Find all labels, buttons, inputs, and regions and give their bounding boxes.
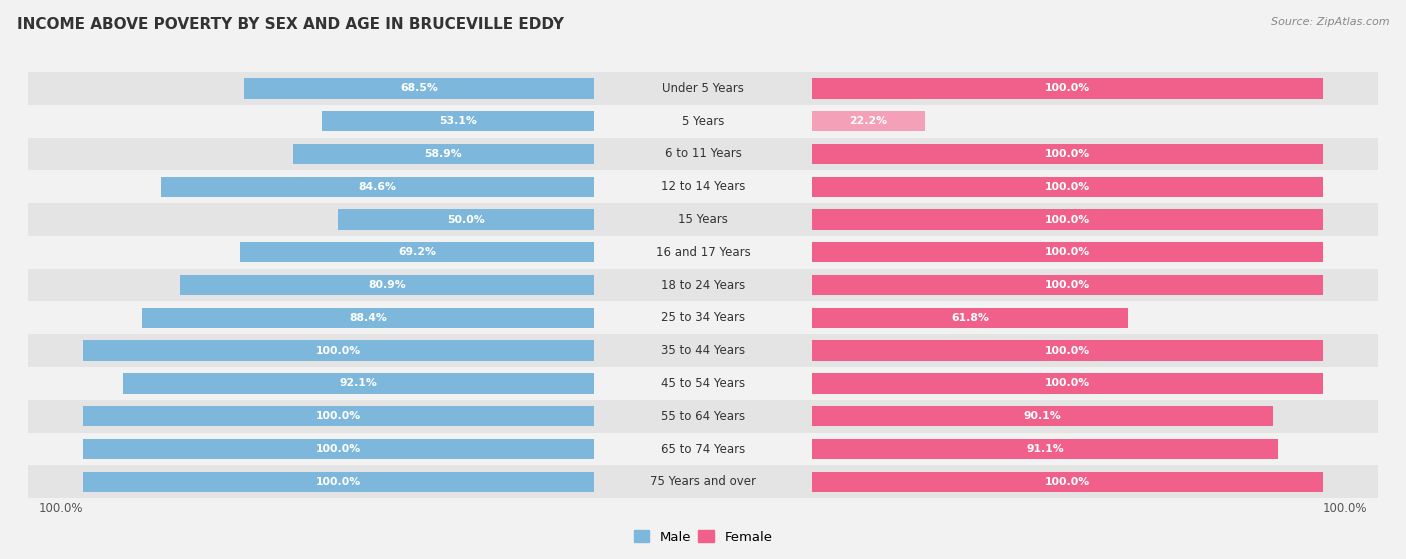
Bar (811, 242, 1323, 263)
Bar (0, 170, 1406, 203)
Bar (0, 301, 1406, 334)
Text: 100.0%: 100.0% (316, 345, 361, 356)
Bar (811, 406, 1272, 427)
Bar (0, 72, 1406, 105)
Bar (0, 203, 1406, 236)
Text: 84.6%: 84.6% (359, 182, 396, 192)
Text: 45 to 54 Years: 45 to 54 Years (661, 377, 745, 390)
Text: 18 to 24 Years: 18 to 24 Years (661, 278, 745, 292)
Text: 53.1%: 53.1% (440, 116, 477, 126)
Text: 88.4%: 88.4% (349, 313, 387, 323)
Bar (83, 406, 595, 427)
Text: 92.1%: 92.1% (340, 378, 377, 389)
Text: 91.1%: 91.1% (1026, 444, 1064, 454)
Text: 100.0%: 100.0% (316, 444, 361, 454)
Text: 12 to 14 Years: 12 to 14 Years (661, 180, 745, 193)
Bar (162, 177, 595, 197)
Text: 69.2%: 69.2% (398, 247, 436, 257)
Text: 100.0%: 100.0% (1045, 345, 1090, 356)
Text: 6 to 11 Years: 6 to 11 Years (665, 148, 741, 160)
Text: 80.9%: 80.9% (368, 280, 406, 290)
Bar (83, 340, 595, 361)
Bar (811, 78, 1323, 98)
Bar (0, 466, 1406, 498)
Text: 100.0%: 100.0% (1323, 502, 1367, 515)
Bar (0, 105, 1406, 138)
Bar (83, 472, 595, 492)
Bar (811, 210, 1323, 230)
Text: 90.1%: 90.1% (1024, 411, 1062, 421)
Text: 50.0%: 50.0% (447, 215, 485, 225)
Text: 100.0%: 100.0% (1045, 149, 1090, 159)
Text: INCOME ABOVE POVERTY BY SEX AND AGE IN BRUCEVILLE EDDY: INCOME ABOVE POVERTY BY SEX AND AGE IN B… (17, 17, 564, 32)
Text: 100.0%: 100.0% (1045, 378, 1090, 389)
Bar (0, 400, 1406, 433)
Text: 25 to 34 Years: 25 to 34 Years (661, 311, 745, 324)
Text: 61.8%: 61.8% (950, 313, 988, 323)
Bar (811, 472, 1323, 492)
Bar (0, 433, 1406, 466)
Bar (180, 275, 595, 295)
Bar (811, 144, 1323, 164)
Bar (0, 138, 1406, 170)
Bar (811, 439, 1278, 459)
Bar (339, 210, 595, 230)
Text: 100.0%: 100.0% (316, 411, 361, 421)
Text: 100.0%: 100.0% (316, 477, 361, 487)
Text: 16 and 17 Years: 16 and 17 Years (655, 246, 751, 259)
Text: Under 5 Years: Under 5 Years (662, 82, 744, 95)
Bar (243, 78, 595, 98)
Legend: Male, Female: Male, Female (628, 525, 778, 549)
Text: 22.2%: 22.2% (849, 116, 887, 126)
Bar (811, 340, 1323, 361)
Bar (811, 373, 1323, 394)
Bar (0, 236, 1406, 269)
Text: 15 Years: 15 Years (678, 213, 728, 226)
Bar (240, 242, 595, 263)
Bar (322, 111, 595, 131)
Bar (0, 367, 1406, 400)
Text: 100.0%: 100.0% (1045, 182, 1090, 192)
Bar (122, 373, 595, 394)
Bar (0, 269, 1406, 301)
Bar (811, 111, 925, 131)
Text: 65 to 74 Years: 65 to 74 Years (661, 443, 745, 456)
Bar (811, 275, 1323, 295)
Bar (142, 307, 595, 328)
Text: 100.0%: 100.0% (1045, 280, 1090, 290)
Text: 5 Years: 5 Years (682, 115, 724, 127)
Bar (0, 334, 1406, 367)
Text: 100.0%: 100.0% (39, 502, 83, 515)
Text: 100.0%: 100.0% (1045, 247, 1090, 257)
Text: 100.0%: 100.0% (1045, 215, 1090, 225)
Text: 35 to 44 Years: 35 to 44 Years (661, 344, 745, 357)
Text: 100.0%: 100.0% (1045, 477, 1090, 487)
Bar (83, 439, 595, 459)
Text: 75 Years and over: 75 Years and over (650, 475, 756, 489)
Text: 55 to 64 Years: 55 to 64 Years (661, 410, 745, 423)
Bar (811, 307, 1128, 328)
Bar (292, 144, 595, 164)
Text: 100.0%: 100.0% (1045, 83, 1090, 93)
Text: Source: ZipAtlas.com: Source: ZipAtlas.com (1271, 17, 1389, 27)
Bar (811, 177, 1323, 197)
Text: 58.9%: 58.9% (425, 149, 463, 159)
Text: 68.5%: 68.5% (399, 83, 437, 93)
